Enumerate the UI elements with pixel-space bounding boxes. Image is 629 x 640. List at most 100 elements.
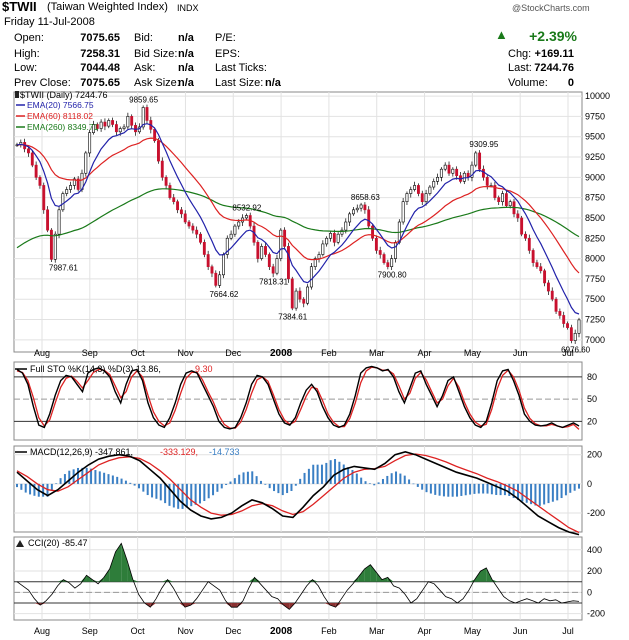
candle — [302, 298, 306, 304]
candle — [573, 333, 577, 341]
volume-value: 0 — [567, 77, 574, 89]
candle — [168, 185, 172, 198]
cci-neg-fill — [40, 602, 46, 606]
macd-hist-bar — [573, 483, 576, 491]
cci-neg-fill — [283, 602, 290, 610]
index-name: (Taiwan Weighted Index) — [47, 1, 168, 13]
cci-pos-fill — [98, 577, 104, 582]
candle — [424, 193, 428, 202]
candle — [191, 225, 195, 231]
candle — [348, 213, 352, 223]
macd-hist-bar — [255, 476, 258, 484]
chg-value: +169.11 — [534, 48, 574, 60]
candle — [72, 178, 76, 186]
macd-hist-bar — [63, 474, 66, 484]
macd-hist-bar — [273, 483, 276, 492]
candle — [183, 213, 187, 223]
cci-pos-fill — [254, 577, 261, 582]
cci-pos-fill — [115, 543, 122, 582]
candle — [84, 152, 88, 174]
x-tick-label: Nov — [177, 626, 194, 636]
macd-hist-bar — [390, 473, 393, 484]
x-tick-label: Dec — [225, 626, 242, 636]
candle — [524, 233, 527, 239]
candle — [405, 193, 409, 202]
legend-entry: EMA(20) 7566.75 — [27, 100, 94, 110]
macd-hist-bar — [142, 483, 145, 492]
cci-line — [16, 542, 580, 610]
last-size-value: n/a — [265, 77, 281, 89]
candle — [229, 233, 233, 239]
price-tick-label: 8000 — [585, 254, 605, 264]
legend-entry: EMA(60) 8118.02 — [27, 111, 93, 121]
candle — [378, 250, 382, 255]
price-annotation: 7900.80 — [378, 271, 407, 280]
candle — [382, 254, 386, 263]
last-label: Last: — [508, 62, 532, 74]
ema20-line — [16, 123, 580, 315]
macd-hist-bar — [76, 467, 79, 484]
cci-pos-fill — [480, 567, 487, 582]
macd-hist-bar — [560, 483, 563, 499]
candle — [141, 107, 145, 128]
x-tick-label: Apr — [418, 626, 432, 636]
x-tick-label: Aug — [34, 348, 50, 358]
macd-hist-bar — [172, 483, 175, 508]
cci-title: CCI(20) -85.47 — [28, 538, 88, 548]
macd-hist-bar — [212, 483, 215, 496]
candle — [439, 168, 443, 178]
candle — [478, 152, 482, 170]
bid-size-value: n/a — [178, 48, 194, 60]
macd-hist-value: -14.733 — [209, 447, 240, 457]
candle — [218, 274, 222, 286]
macd-hist-bar — [164, 483, 167, 504]
candle — [294, 290, 298, 309]
candle — [306, 286, 309, 304]
candle — [493, 185, 497, 198]
macd-hist-bar — [207, 483, 210, 499]
cci-pos-fill — [86, 575, 93, 582]
macd-hist-bar — [456, 483, 459, 497]
macd-hist-bar — [198, 483, 201, 504]
price-tick-label: 8500 — [585, 213, 605, 223]
candle — [27, 148, 30, 154]
candle — [30, 152, 34, 166]
legend-entry: EMA(260) 8349.71 — [27, 122, 99, 132]
cci-pos-fill — [92, 579, 99, 582]
macd-hist-bar — [368, 483, 371, 484]
cci-pos-fill — [132, 579, 139, 582]
candle — [237, 221, 241, 227]
price-annotation: 7818.31 — [259, 277, 288, 286]
macd-title: MACD(12,26,9) -347.861, — [30, 447, 133, 457]
exchange: INDX — [177, 3, 199, 13]
last-ticks-label: Last Ticks: — [215, 62, 267, 74]
macd-hist-bar — [190, 483, 193, 507]
candle — [275, 258, 279, 274]
candle — [497, 197, 501, 202]
macd-hist-bar — [547, 483, 550, 504]
candle — [69, 185, 72, 190]
macd-hist-bar — [534, 483, 537, 506]
macd-hist-bar — [233, 478, 236, 484]
candle — [313, 258, 317, 267]
macd-hist-bar — [155, 483, 158, 499]
macd-hist-bar — [286, 483, 289, 494]
cci-neg-fill — [179, 602, 186, 608]
pe-label: P/E: — [215, 32, 236, 44]
candle — [332, 233, 336, 243]
macd-tick-label: 0 — [587, 479, 592, 489]
macd-hist-bar — [434, 483, 437, 495]
macd-hist-bar — [421, 483, 424, 490]
candle — [531, 250, 535, 263]
candle — [443, 164, 447, 170]
candle — [46, 209, 50, 231]
macd-hist-bar — [303, 472, 306, 484]
macd-hist-bar — [447, 483, 450, 497]
candle — [92, 124, 95, 133]
macd-hist-bar — [351, 469, 354, 484]
cci-neg-fill — [150, 602, 157, 608]
candle — [153, 129, 157, 142]
cci-pos-fill — [121, 543, 128, 582]
candle — [569, 327, 573, 341]
